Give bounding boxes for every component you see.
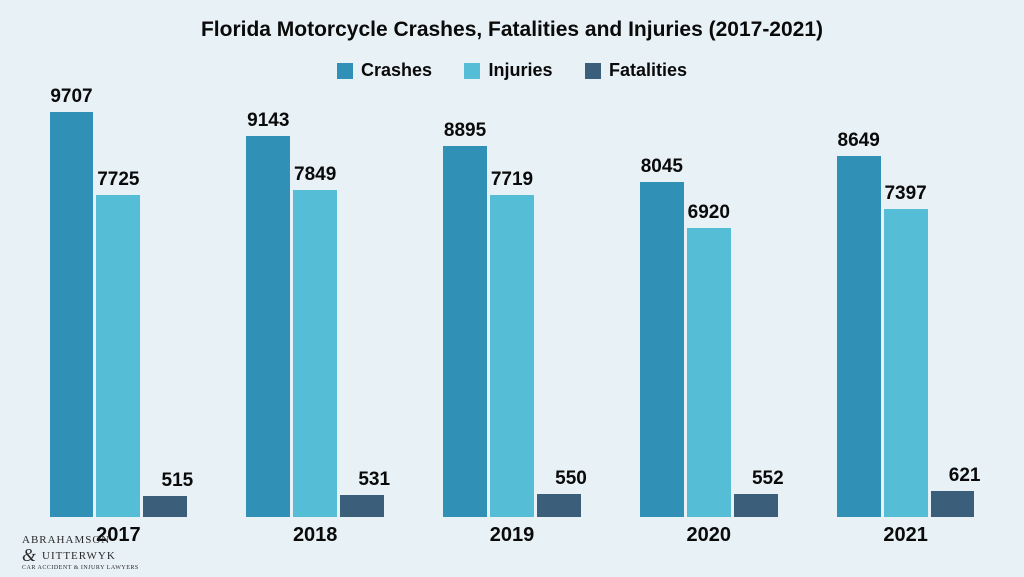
bar-fatalities: 621 xyxy=(931,491,975,517)
bar-injuries: 7725 xyxy=(96,195,140,517)
bar-injuries: 7849 xyxy=(293,190,337,517)
bar-value-label: 550 xyxy=(555,468,587,490)
category-label: 2020 xyxy=(640,524,778,547)
legend-label-crashes: Crashes xyxy=(361,60,432,81)
logo-line3: CAR ACCIDENT & INJURY LAWYERS xyxy=(22,565,139,571)
legend-swatch-crashes xyxy=(337,63,353,79)
logo-line2: UITTERWYK xyxy=(42,550,116,562)
bar-crashes: 8895 xyxy=(443,146,487,517)
year-group: 804569205522020 xyxy=(640,100,778,517)
legend-label-injuries: Injuries xyxy=(488,60,552,81)
ampersand-icon: & xyxy=(22,546,36,564)
legend-item-injuries: Injuries xyxy=(464,60,552,81)
bar-value-label: 531 xyxy=(358,469,390,491)
brand-logo: ABRAHAMSON & UITTERWYK CAR ACCIDENT & IN… xyxy=(22,535,139,571)
bar-injuries: 7397 xyxy=(884,209,928,517)
bar-crashes: 8649 xyxy=(837,156,881,517)
bar-crashes: 9143 xyxy=(246,136,290,517)
category-label: 2018 xyxy=(246,524,384,547)
chart-title: Florida Motorcycle Crashes, Fatalities a… xyxy=(0,18,1024,42)
bar-value-label: 7725 xyxy=(97,169,139,191)
bar-value-label: 7849 xyxy=(294,164,336,186)
logo-line1: ABRAHAMSON xyxy=(22,535,139,546)
bar-value-label: 6920 xyxy=(688,202,730,224)
bar-value-label: 9143 xyxy=(247,110,289,132)
bar-value-label: 7397 xyxy=(884,183,926,205)
year-group: 864973976212021 xyxy=(837,100,975,517)
category-label: 2019 xyxy=(443,524,581,547)
bar-value-label: 515 xyxy=(162,470,194,492)
bar-value-label: 9707 xyxy=(50,86,92,108)
bar-injuries: 6920 xyxy=(687,228,731,517)
bar-injuries: 7719 xyxy=(490,195,534,517)
bar-value-label: 621 xyxy=(949,465,981,487)
legend-item-crashes: Crashes xyxy=(337,60,432,81)
bar-crashes: 8045 xyxy=(640,182,684,517)
legend-swatch-fatalities xyxy=(585,63,601,79)
year-group: 914378495312018 xyxy=(246,100,384,517)
legend-label-fatalities: Fatalities xyxy=(609,60,687,81)
bar-fatalities: 531 xyxy=(340,495,384,517)
bar-value-label: 8895 xyxy=(444,120,486,142)
legend-item-fatalities: Fatalities xyxy=(585,60,687,81)
year-group: 889577195502019 xyxy=(443,100,581,517)
bar-fatalities: 552 xyxy=(734,494,778,517)
category-label: 2021 xyxy=(837,524,975,547)
year-group: 970777255152017 xyxy=(50,100,188,517)
bar-value-label: 7719 xyxy=(491,169,533,191)
chart-container: Florida Motorcycle Crashes, Fatalities a… xyxy=(0,0,1024,577)
bar-value-label: 8045 xyxy=(641,156,683,178)
bar-value-label: 552 xyxy=(752,468,784,490)
bar-fatalities: 515 xyxy=(143,496,187,517)
chart-legend: Crashes Injuries Fatalities xyxy=(0,60,1024,84)
bar-crashes: 9707 xyxy=(50,112,94,517)
bar-value-label: 8649 xyxy=(838,130,880,152)
plot-area: 9707772551520179143784953120188895771955… xyxy=(20,100,1004,517)
legend-swatch-injuries xyxy=(464,63,480,79)
bar-fatalities: 550 xyxy=(537,494,581,517)
